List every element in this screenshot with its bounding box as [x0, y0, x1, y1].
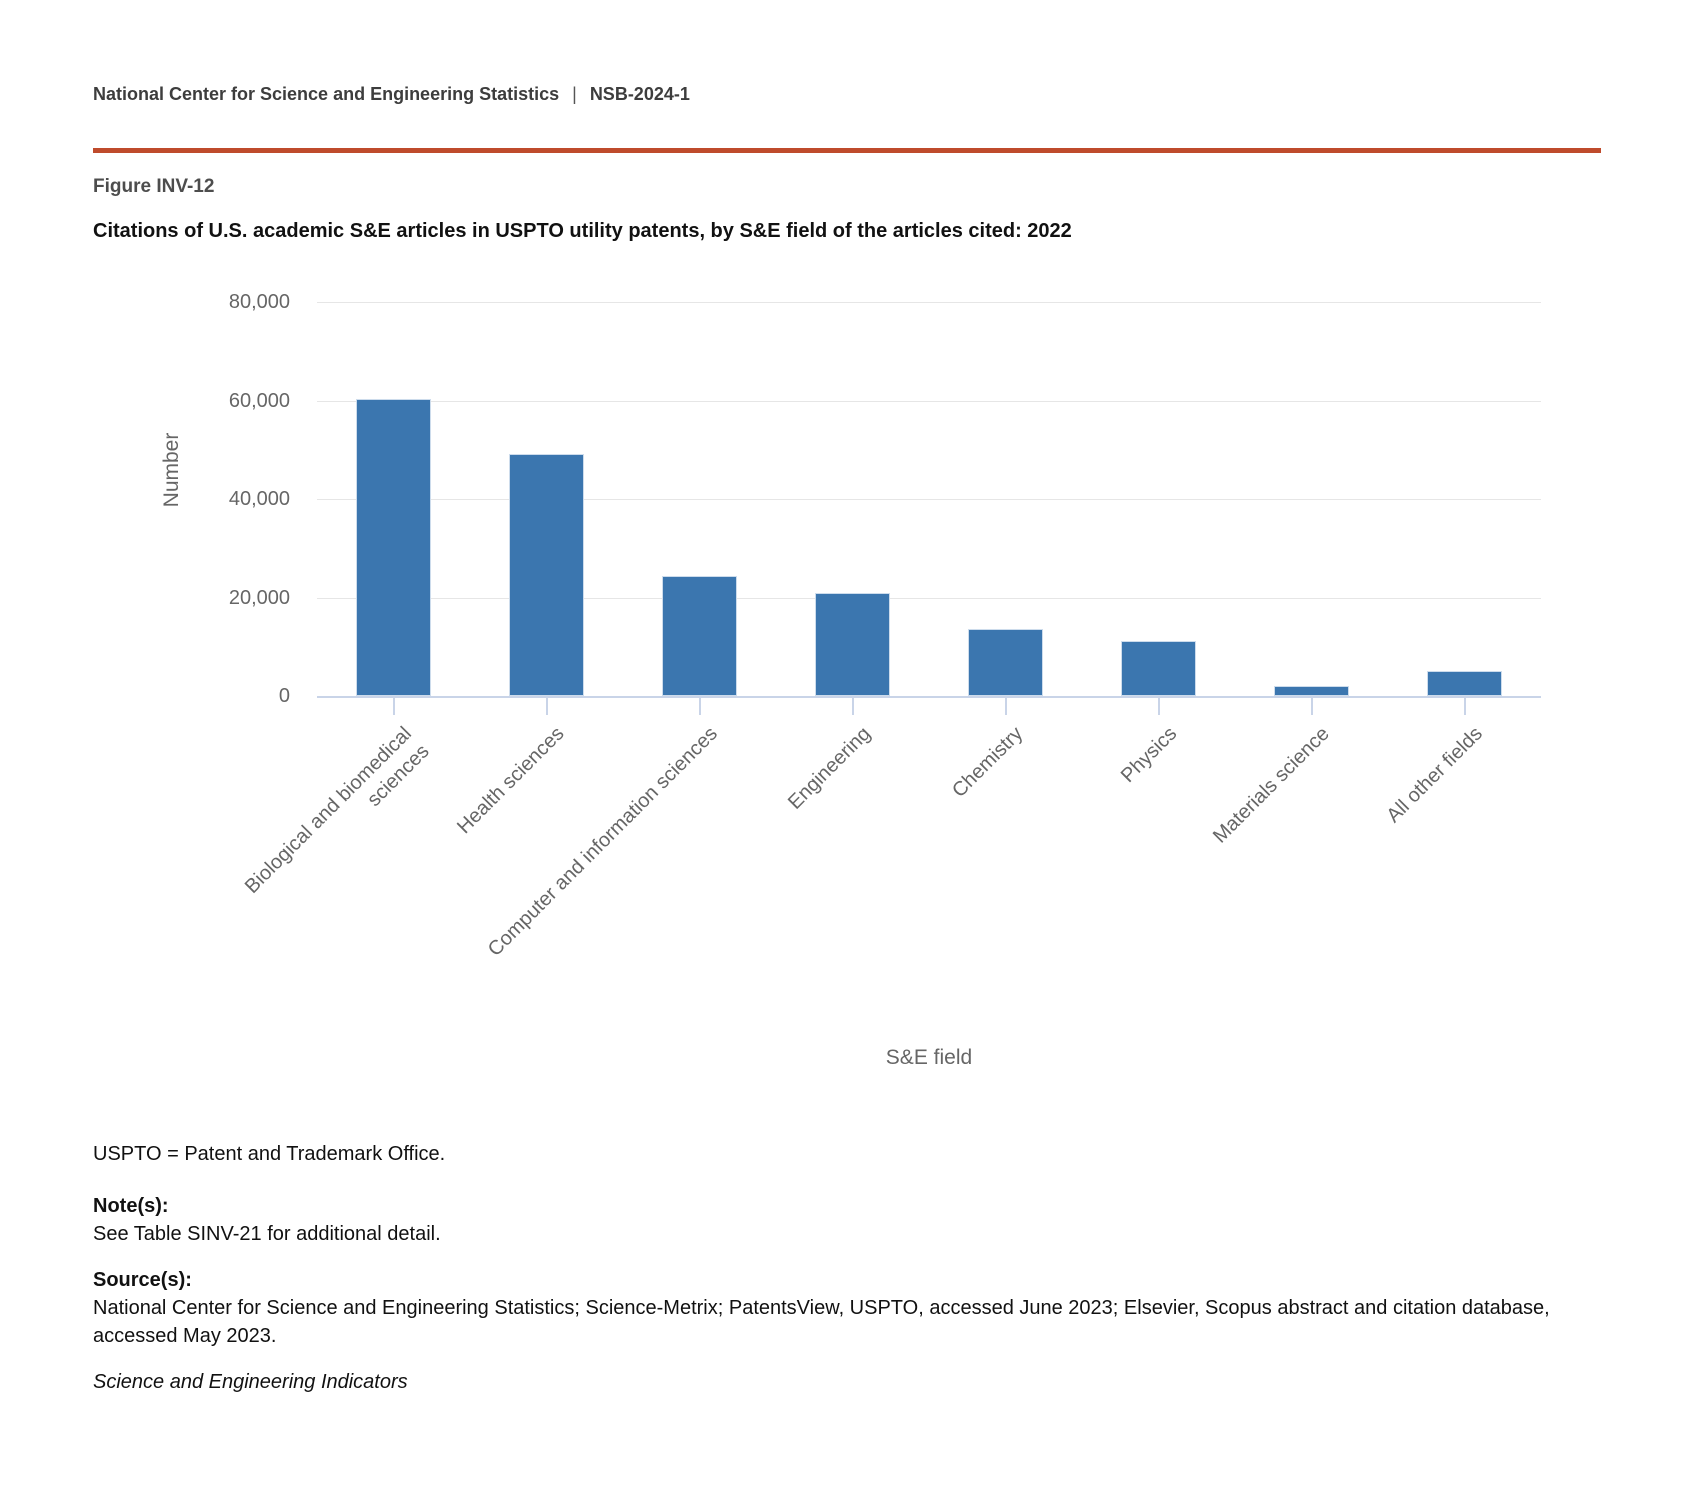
gridline-60,000	[317, 400, 1541, 402]
y-tick-label-20,000: 20,000	[228, 586, 290, 609]
bar-computer-and-information-sciences	[662, 576, 737, 696]
x-tick-label-all-other-fields: All other fields	[1382, 722, 1489, 829]
y-tick-label-60,000: 60,000	[228, 389, 290, 412]
x-tick-chemistry	[1004, 698, 1007, 715]
gridline-20,000	[317, 597, 1541, 599]
figure-notes: USPTO = Patent and Trademark Office. Not…	[93, 1140, 1573, 1396]
sources-heading: Source(s):	[93, 1269, 192, 1291]
header-separator: |	[572, 84, 577, 104]
x-tick-label-line: sciences	[362, 740, 434, 811]
notes-heading: Note(s):	[93, 1195, 169, 1217]
report-header: National Center for Science and Engineer…	[93, 84, 690, 105]
abbreviation-note: USPTO = Patent and Trademark Office.	[93, 1143, 446, 1165]
x-tick-label-line: Engineering	[783, 722, 875, 814]
x-tick-label-biological-and-biomedical-sciences: Biological and biomedical sciences	[240, 722, 435, 917]
figure-title: Citations of U.S. academic S&E articles …	[93, 220, 1072, 242]
y-tick-label-0: 0	[278, 685, 290, 707]
x-tick-all-other-fields	[1463, 698, 1466, 715]
x-tick-engineering	[851, 698, 854, 715]
bar-physics	[1121, 640, 1196, 696]
x-tick-physics	[1157, 698, 1160, 715]
bar-all-other-fields	[1427, 671, 1502, 696]
x-tick-label-materials-science: Materials science	[1208, 722, 1335, 849]
y-tick-label-40,000: 40,000	[228, 488, 290, 510]
bar-chart: Number S&E field 0 20,000 40,000 60,000 80,0…	[160, 291, 1541, 1069]
attribution: Science and Engineering Indicators	[93, 1371, 408, 1393]
x-tick-label-line: Health sciences	[453, 722, 569, 839]
x-axis-line	[317, 696, 1541, 698]
x-tick-label-health-sciences: Health sciences	[453, 722, 571, 840]
x-tick-health-sciences	[545, 698, 548, 715]
figure-label: Figure INV-12	[93, 176, 215, 197]
x-tick-biological-and-biomedical-sciences	[392, 698, 395, 715]
bar-engineering	[815, 592, 890, 696]
x-tick-label-line: All other fields	[1382, 722, 1487, 828]
x-tick-computer-and-information-sciences	[698, 698, 701, 715]
x-tick-label-line: Materials science	[1208, 722, 1334, 848]
bar-health-sciences	[509, 454, 584, 696]
accent-rule	[93, 148, 1601, 153]
bar-materials-science	[1274, 686, 1349, 696]
x-tick-label-line: Chemistry	[948, 722, 1028, 802]
y-tick-label-80,000: 80,000	[228, 291, 290, 313]
bar-biological-and-biomedical-sciences	[356, 398, 431, 696]
x-tick-label-chemistry: Chemistry	[948, 722, 1029, 803]
x-tick-label-engineering: Engineering	[783, 722, 876, 815]
header-org: National Center for Science and Engineer…	[93, 84, 560, 104]
x-tick-label-line: Physics	[1116, 722, 1181, 787]
bar-chemistry	[968, 628, 1043, 696]
gridline-80,000	[317, 302, 1541, 303]
x-tick-label-line: Biological and biomedical	[240, 722, 416, 898]
x-tick-label-physics: Physics	[1116, 722, 1182, 788]
x-axis-title: S&E field	[885, 1046, 973, 1069]
notes-text: See Table SINV-21 for additional detail.	[93, 1223, 441, 1245]
header-report-id: NSB-2024-1	[589, 84, 690, 104]
gridline-40,000	[317, 499, 1541, 500]
sources-text: National Center for Science and Engineer…	[93, 1297, 1550, 1347]
x-tick-materials-science	[1310, 698, 1313, 715]
